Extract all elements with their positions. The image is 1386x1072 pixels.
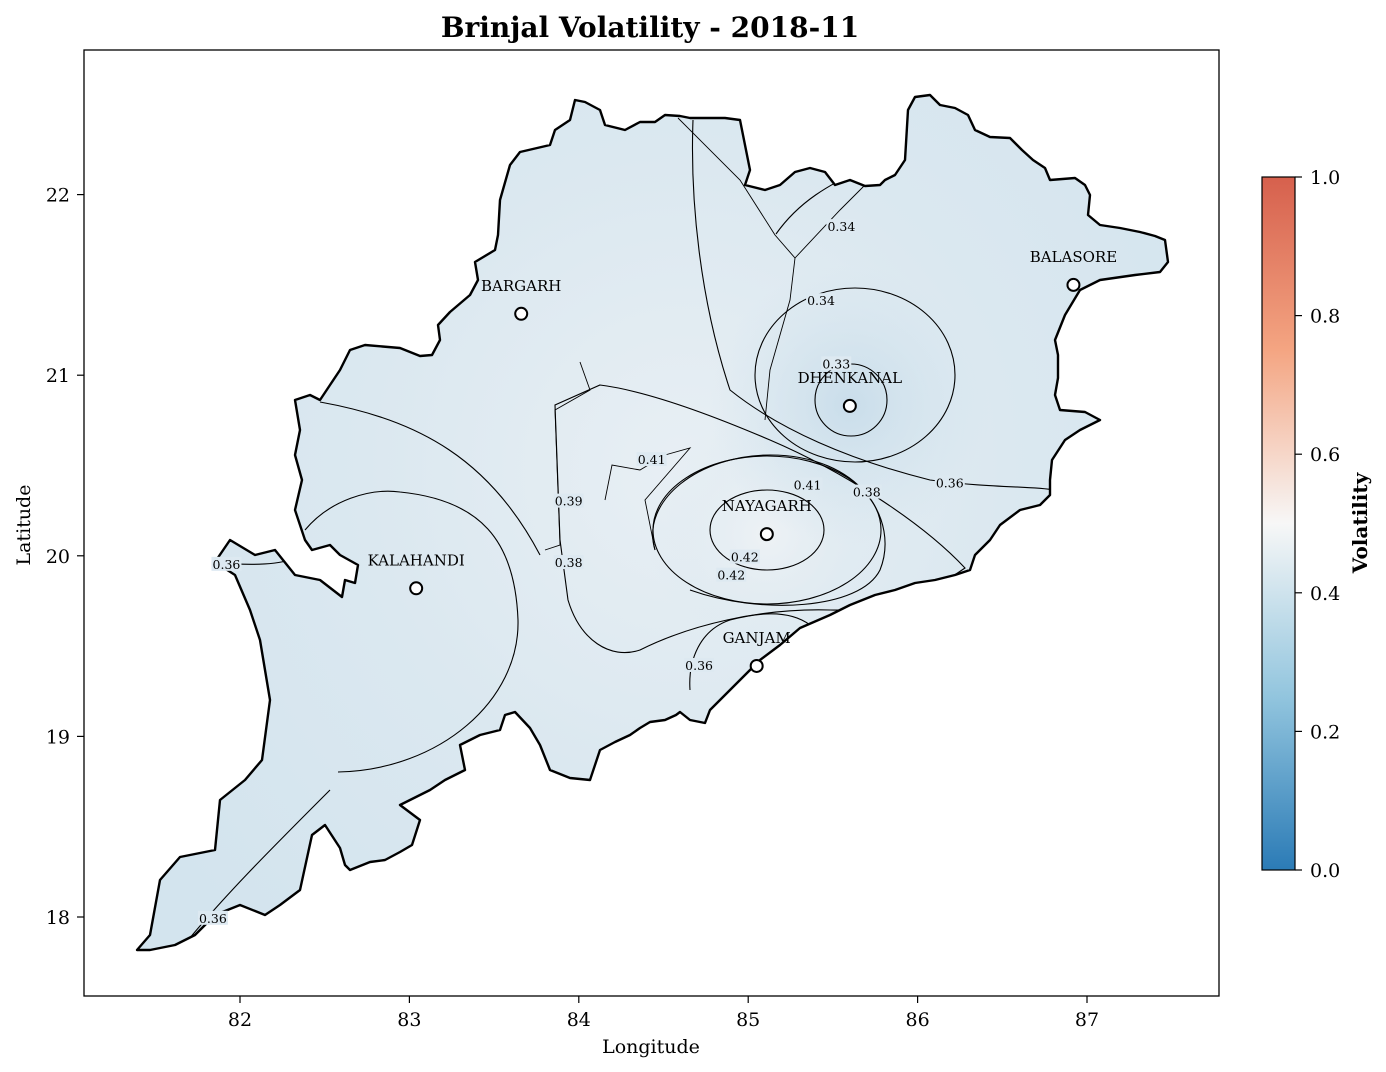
contour-label: 0.41 (638, 452, 666, 467)
contour-label: 0.41 (794, 477, 822, 492)
x-axis-label: Longitude (602, 1036, 700, 1058)
x-tick-label: 83 (397, 1009, 421, 1031)
colorbar-label: Volatility (1348, 471, 1372, 574)
contour-label: 0.36 (936, 476, 964, 491)
district-label: BALASORE (1030, 248, 1117, 266)
district-label: NAYAGARH (722, 497, 812, 515)
district-boundary (544, 361, 591, 551)
y-axis: 18 19 20 21 22 (46, 185, 84, 929)
contour-label-background (806, 293, 837, 308)
district-marker (759, 527, 774, 542)
contour-line (691, 119, 1056, 491)
contour-label: 0.33 (822, 356, 850, 371)
contour-label-background (553, 493, 584, 508)
x-tick-label: 86 (906, 1009, 930, 1031)
plot-frame (83, 49, 1220, 997)
district-marker-group: BARGARH BALASORE DHENKANAL NAYAGARH KALAHAND… (368, 248, 1117, 673)
contour-label-background (636, 452, 667, 467)
colorbar-ticks: 0.0 0.2 0.4 0.6 0.8 1.0 (1295, 167, 1340, 882)
x-tick-label: 85 (736, 1009, 760, 1031)
y-axis-label: Latitude (13, 485, 35, 566)
x-tick-label: 87 (1075, 1009, 1099, 1031)
y-tick-label: 18 (46, 907, 70, 929)
contour-label-background (934, 475, 965, 490)
contour-label-background (211, 556, 242, 571)
contour-label: 0.42 (731, 550, 759, 565)
contour-label: 0.36 (213, 557, 241, 572)
district-label: GANJAM (723, 629, 791, 647)
contour-label-background (729, 549, 760, 564)
district-marker (514, 306, 529, 321)
contour-label-group: 0.34 0.34 0.33 0.36 0.38 0.41 0.41 0.42 0.42 0.39… (197, 219, 965, 926)
contour-label-background (716, 567, 747, 582)
contour-line (754, 287, 956, 463)
district-marker (749, 658, 764, 673)
y-tick-label: 20 (46, 546, 70, 568)
state-region (135, 93, 1170, 952)
y-tick-label: 19 (46, 726, 70, 748)
colorbar-gradient (1261, 176, 1296, 871)
state-boundary (135, 93, 1170, 952)
contour-line (319, 401, 541, 556)
contour-label: 0.39 (555, 494, 583, 509)
x-tick-label: 82 (228, 1009, 252, 1031)
district-label: KALAHANDI (368, 551, 465, 569)
y-tick-label: 21 (46, 365, 70, 387)
district-boundary (794, 179, 871, 259)
colorbar-tick-label: 0.6 (1310, 444, 1340, 466)
district-marker (842, 398, 857, 413)
contour-label-background (792, 477, 823, 492)
colorbar-tick-label: 0.0 (1310, 860, 1340, 882)
contour-label-background (684, 657, 715, 672)
colorbar-tick-label: 0.4 (1310, 583, 1340, 605)
contour-line (709, 489, 825, 571)
colorbar-tick-label: 0.8 (1310, 306, 1340, 328)
colorbar-tick-label: 1.0 (1310, 167, 1340, 189)
contour-label: 0.34 (827, 219, 855, 234)
contour-label: 0.36 (199, 911, 227, 926)
contour-line (304, 490, 519, 773)
chart-title: Brinjal Volatility - 2018-11 (441, 11, 859, 44)
contour-label: 0.42 (717, 568, 745, 583)
contour-label-background (821, 356, 852, 371)
y-tick-label: 22 (46, 185, 70, 207)
district-label: BARGARH (481, 277, 561, 295)
district-marker (409, 581, 424, 596)
district-label: DHENKANAL (798, 369, 903, 387)
x-tick-label: 84 (567, 1009, 591, 1031)
contour-label: 0.38 (555, 555, 583, 570)
low-volatility-zone (700, 250, 1020, 570)
contour-label-background (553, 555, 584, 570)
contour-label: 0.38 (853, 485, 881, 500)
contour-label: 0.36 (685, 658, 713, 673)
colorbar-tick-label: 0.2 (1310, 721, 1340, 743)
contour-label-background (826, 219, 857, 234)
contour-line (179, 789, 331, 950)
x-axis: 82 83 84 85 86 87 (228, 996, 1099, 1031)
contour-label-background (197, 910, 228, 925)
district-marker (1066, 277, 1081, 292)
contour-label-background (851, 484, 882, 499)
contour-label: 0.34 (807, 293, 835, 308)
colorbar: 0.0 0.2 0.4 0.6 0.8 1.0 Volatility (1261, 167, 1372, 882)
